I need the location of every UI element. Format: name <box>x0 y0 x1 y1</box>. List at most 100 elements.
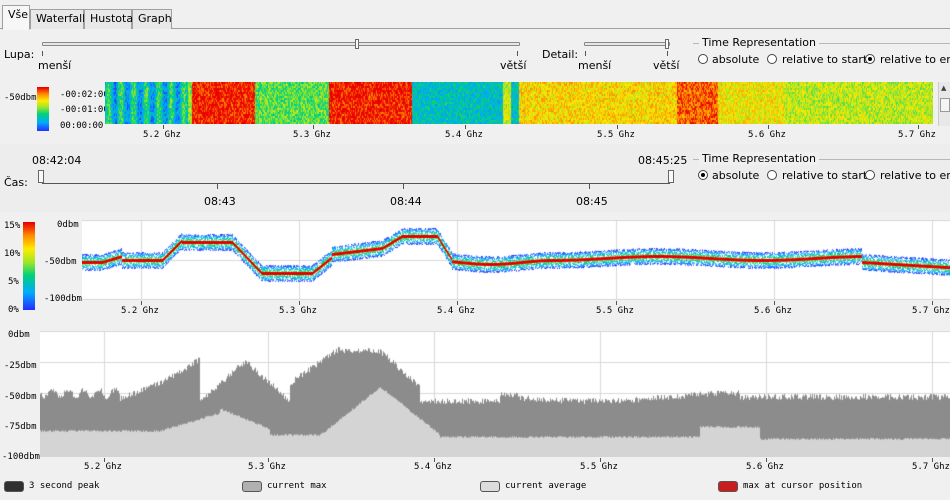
radio-absolute-bottom[interactable] <box>698 170 708 180</box>
tab-bar: Vše Waterfall Hustota Graph <box>0 0 950 30</box>
waterfall-time-label: -00:01:00 <box>60 105 109 115</box>
graph-db-label: -75dbm <box>4 422 37 432</box>
scrollbar-thumb[interactable] <box>940 98 950 112</box>
graph-db-label: -50dbm <box>4 392 37 402</box>
graph-frequency-tick-label: 5.2 Ghz <box>84 462 122 472</box>
time-tick-label: 08:44 <box>390 195 422 208</box>
time-range-track[interactable] <box>42 183 670 184</box>
density-pct-label: 15% <box>4 221 21 231</box>
legend-label: max at cursor position <box>743 481 863 491</box>
radio-relative-start-bottom[interactable] <box>767 170 777 180</box>
graph-frequency-tick <box>932 458 933 462</box>
waterfall-frequency-tick <box>918 125 919 129</box>
zoom-max-label: větší <box>500 59 527 72</box>
radio-relative-end-bottom[interactable] <box>865 170 875 180</box>
graph-frequency-tick-label: 5.5 Ghz <box>580 462 618 472</box>
waterfall-frequency-tick-label: 5.6 Ghz <box>748 130 786 140</box>
waterfall-frequency-tick <box>768 125 769 129</box>
density-frequency-tick-label: 5.2 Ghz <box>121 306 159 316</box>
zoom-slider-track[interactable] <box>42 42 520 46</box>
waterfall-frequency-tick <box>465 125 466 129</box>
graph-frequency-tick <box>766 458 767 462</box>
density-frequency-tick <box>932 301 933 305</box>
legend-swatch-peak <box>4 481 24 492</box>
density-frequency-tick-label: 5.4 Ghz <box>437 306 475 316</box>
density-frequency-tick <box>457 301 458 305</box>
time-representation-group-top: Time Representation <box>693 36 950 73</box>
tab-hustota[interactable]: Hustota <box>84 9 133 29</box>
density-frequency-tick-label: 5.5 Ghz <box>596 306 634 316</box>
detail-tick-max <box>667 51 668 56</box>
legend-swatch-cursor-max <box>718 481 738 492</box>
radio-relative-end-top-label: relative to end <box>880 53 950 66</box>
waterfall-scrollbar[interactable]: ▲ <box>938 82 950 126</box>
radio-relative-start-bottom-label: relative to start <box>782 169 868 182</box>
density-pct-label: 10% <box>4 249 21 259</box>
time-label: Čas: <box>4 176 28 189</box>
density-color-scale <box>23 222 35 310</box>
detail-slider-track[interactable] <box>584 42 670 46</box>
legend-label: current average <box>505 481 587 491</box>
radio-absolute-top-label: absolute <box>712 53 760 66</box>
waterfall-frequency-tick-label: 5.5 Ghz <box>597 130 635 140</box>
time-tick <box>217 184 218 189</box>
radio-relative-end-top[interactable] <box>865 54 875 64</box>
time-representation-group-bottom: Time Representation <box>693 152 950 189</box>
radio-absolute-bottom-label: absolute <box>712 169 760 182</box>
density-pct-label: 0% <box>8 305 19 315</box>
zoom-tick-min <box>42 51 43 56</box>
radio-relative-start-top[interactable] <box>767 54 777 64</box>
density-db-label: 0dbm <box>57 220 79 230</box>
legend-label: current max <box>267 481 327 491</box>
tab-waterfall[interactable]: Waterfall <box>30 9 85 29</box>
legend-swatch-average <box>480 481 500 492</box>
time-tick-label: 08:43 <box>204 195 236 208</box>
tab-graph[interactable]: Graph <box>132 9 172 29</box>
waterfall-spectrogram[interactable] <box>105 82 933 124</box>
density-frequency-tick <box>774 301 775 305</box>
zoom-slider-thumb[interactable] <box>355 39 360 49</box>
zoom-label: Lupa: <box>4 48 35 61</box>
waterfall-scale-label: -50dbm <box>4 93 37 103</box>
waterfall-frequency-tick <box>163 125 164 129</box>
waterfall-time-label: 00:00:00 <box>60 121 104 131</box>
time-range-start-thumb[interactable] <box>38 170 44 183</box>
scroll-up-icon[interactable]: ▲ <box>941 84 947 92</box>
waterfall-frequency-tick <box>617 125 618 129</box>
waterfall-frequency-tick-label: 5.4 Ghz <box>445 130 483 140</box>
zoom-min-label: menší <box>38 59 72 72</box>
density-frequency-tick-label: 5.6 Ghz <box>754 306 792 316</box>
detail-tick-min <box>585 51 586 56</box>
graph-frequency-tick-label: 5.6 Ghz <box>746 462 784 472</box>
detail-label: Detail: <box>542 48 579 61</box>
graph-frequency-tick <box>600 458 601 462</box>
waterfall-frequency-tick <box>313 125 314 129</box>
waterfall-frequency-tick-label: 5.2 Ghz <box>143 130 181 140</box>
time-tick <box>589 184 590 189</box>
graph-db-label: 0dbm <box>8 330 30 340</box>
spectrum-graph[interactable] <box>40 331 950 457</box>
time-tick-label: 08:45 <box>576 195 608 208</box>
zoom-tick-max <box>517 51 518 56</box>
graph-frequency-tick <box>104 458 105 462</box>
time-range-end-thumb[interactable] <box>668 170 674 183</box>
tab-vse[interactable]: Vše <box>2 5 30 30</box>
waterfall-frequency-tick-label: 5.7 Ghz <box>898 130 936 140</box>
density-frequency-tick <box>299 301 300 305</box>
density-frequency-tick <box>141 301 142 305</box>
detail-slider-thumb[interactable] <box>664 39 669 49</box>
graph-frequency-tick-label: 5.7 Ghz <box>912 462 950 472</box>
detail-min-label: menší <box>578 59 612 72</box>
density-frequency-tick-label: 5.3 Ghz <box>279 306 317 316</box>
waterfall-time-label: -00:02:00 <box>60 90 109 100</box>
detail-max-label: větší <box>653 59 680 72</box>
graph-frequency-tick <box>434 458 435 462</box>
legend-label: 3 second peak <box>29 481 100 491</box>
waterfall-color-scale <box>37 87 49 131</box>
density-plot[interactable] <box>82 220 950 300</box>
graph-frequency-tick-label: 5.3 Ghz <box>248 462 286 472</box>
time-end-label: 08:45:25 <box>638 154 688 167</box>
radio-relative-start-top-label: relative to start <box>782 53 868 66</box>
density-frequency-tick-label: 5.7 Ghz <box>912 306 950 316</box>
radio-absolute-top[interactable] <box>698 54 708 64</box>
